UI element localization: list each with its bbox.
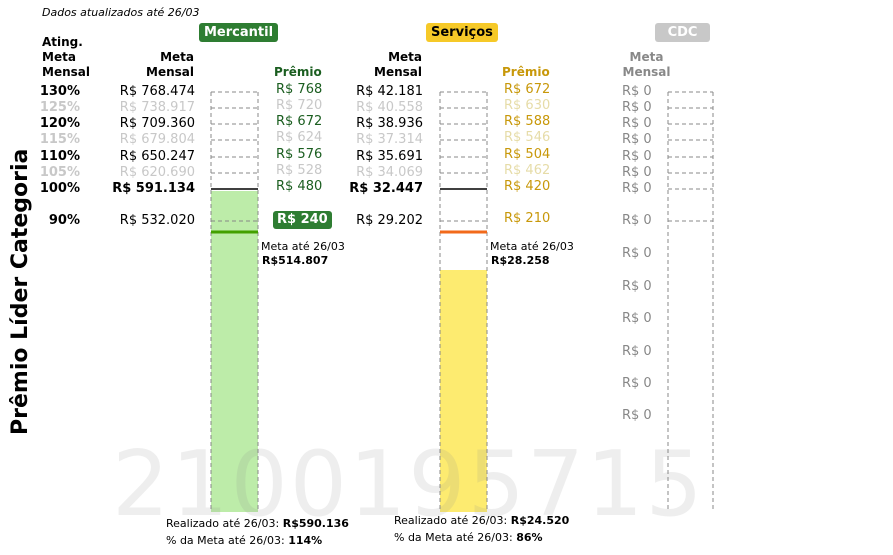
mercantil-premio-value: R$ 576	[276, 147, 323, 162]
servicos-target-value: R$28.258	[491, 254, 550, 267]
servicos-meta-value: R$ 37.314	[356, 132, 423, 147]
servicos-premio-value: R$ 462	[504, 163, 551, 178]
servicos-premio-value: R$ 630	[504, 98, 551, 113]
servicos-meta-value: R$ 38.936	[356, 116, 423, 131]
level-label: 90%	[48, 213, 80, 228]
cdc-meta-value: R$ 0	[622, 279, 652, 294]
cdc-meta-header: Meta Mensal	[622, 50, 671, 79]
servicos-premio-header: Prêmio	[502, 65, 550, 79]
servicos-premio-value: R$ 504	[504, 147, 551, 162]
cdc-meta-value: R$ 0	[622, 376, 652, 391]
mercantil-meta-value: R$ 650.247	[119, 149, 195, 164]
servicos-meta-value: R$ 35.691	[356, 149, 423, 164]
mercantil-meta-value: R$ 768.474	[119, 84, 195, 99]
cdc-meta-value: R$ 0	[622, 344, 652, 359]
side-title: Prêmio Líder Categoria	[8, 148, 33, 435]
mercantil-meta-value: R$ 738.917	[119, 100, 195, 115]
cdc-meta-value: R$ 0	[622, 408, 652, 423]
row-header: Ating. Meta Mensal	[42, 35, 90, 79]
mercantil-meta-value: R$ 709.360	[119, 116, 195, 131]
mercantil-realized: Realizado até 26/03: R$590.136	[166, 517, 349, 530]
servicos-meta-value: R$ 29.202	[356, 213, 423, 228]
cdc-meta-value: R$ 0	[622, 149, 652, 164]
mercantil-premio-header: Prêmio	[274, 65, 322, 79]
cdc-meta-value: R$ 0	[622, 165, 652, 180]
servicos-meta-value: R$ 42.181	[356, 84, 423, 99]
servicos-meta-value: R$ 40.558	[356, 100, 423, 115]
mercantil-premio-value: R$ 672	[276, 114, 323, 129]
level-label: 125%	[39, 100, 80, 115]
cdc-meta-value: R$ 0	[622, 132, 652, 147]
servicos-premio-value: R$ 210	[504, 211, 551, 226]
servicos-meta-value: R$ 32.447	[349, 181, 423, 196]
mercantil-premio-value: R$ 624	[276, 130, 323, 145]
mercantil-premio-highlight: R$ 240	[273, 211, 332, 229]
mercantil-meta-value: R$ 620.690	[119, 165, 195, 180]
badge-mercantil[interactable]: Mercantil	[199, 23, 279, 42]
mercantil-meta-header: Meta Mensal	[146, 50, 194, 79]
servicos-premio-value: R$ 420	[504, 179, 551, 194]
cdc-meta-value: R$ 0	[622, 116, 652, 131]
level-label: 120%	[39, 116, 80, 131]
cdc-meta-value: R$ 0	[622, 84, 652, 99]
level-label: 100%	[39, 181, 80, 196]
badge-servicos[interactable]: Serviços	[426, 23, 498, 42]
level-label: 105%	[39, 165, 80, 180]
mercantil-bar	[211, 191, 258, 512]
mercantil-premio-value: R$ 480	[276, 179, 323, 194]
servicos-premio-value: R$ 546	[504, 130, 551, 145]
watermark: 2100195715	[112, 432, 705, 537]
level-label: 115%	[39, 132, 80, 147]
servicos-realized: Realizado até 26/03: R$24.520	[394, 514, 570, 527]
level-label: 110%	[39, 149, 80, 164]
servicos-target-label: Meta até 26/03	[490, 240, 574, 253]
cdc-meta-value: R$ 0	[622, 213, 652, 228]
mercantil-meta-value: R$ 679.804	[119, 132, 195, 147]
servicos-pct: % da Meta até 26/03: 86%	[394, 531, 543, 544]
servicos-meta-header: Meta Mensal	[374, 50, 422, 79]
mercantil-target-label: Meta até 26/03	[261, 240, 345, 253]
badge-cdc[interactable]: CDC	[655, 23, 710, 42]
servicos-bar	[440, 270, 487, 512]
servicos-meta-value: R$ 34.069	[356, 165, 423, 180]
mercantil-meta-value: R$ 591.134	[112, 181, 195, 196]
servicos-premio-value: R$ 588	[504, 114, 551, 129]
cdc-meta-value: R$ 0	[622, 181, 652, 196]
mercantil-premio-value: R$ 528	[276, 163, 323, 178]
mercantil-target-value: R$514.807	[262, 254, 329, 267]
cdc-meta-value: R$ 0	[622, 246, 652, 261]
update-note: Dados atualizados até 26/03	[42, 6, 200, 19]
cdc-meta-value: R$ 0	[622, 100, 652, 115]
cdc-meta-value: R$ 0	[622, 311, 652, 326]
mercantil-pct: % da Meta até 26/03: 114%	[166, 534, 323, 547]
mercantil-meta-value: R$ 532.020	[119, 213, 195, 228]
mercantil-premio-value: R$ 720	[276, 98, 323, 113]
servicos-premio-value: R$ 672	[504, 82, 551, 97]
mercantil-premio-value: R$ 768	[276, 82, 323, 97]
level-label: 130%	[39, 84, 80, 99]
